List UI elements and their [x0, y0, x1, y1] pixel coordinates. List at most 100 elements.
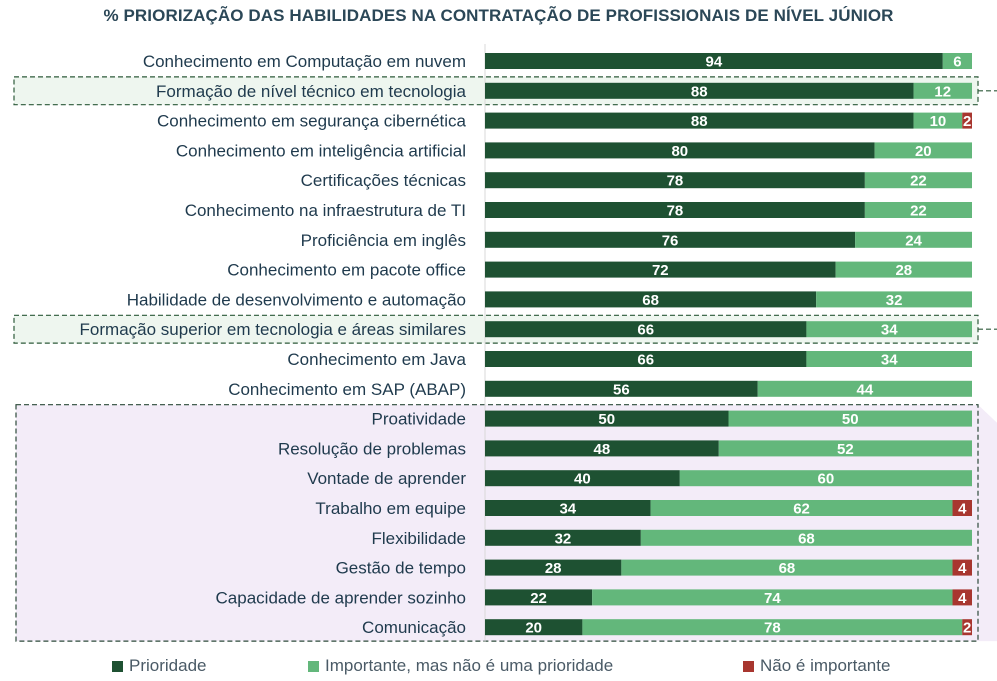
bar-segment: [485, 82, 914, 99]
data-label: 20: [915, 143, 932, 160]
legend-label-not-important: Não é importante: [760, 656, 891, 675]
category-label: Comunicação: [362, 618, 466, 637]
bar-segment: [962, 619, 972, 636]
bar-segment: [650, 500, 953, 516]
bar-segment: [728, 410, 972, 427]
category-label: Certificações técnicas: [301, 171, 466, 190]
bar-segment: [952, 589, 972, 606]
data-label: 2: [963, 113, 971, 130]
bar-segment: [485, 351, 807, 367]
data-label: 88: [691, 113, 708, 130]
bar-segment: [913, 112, 963, 129]
bar-segment: [952, 559, 972, 576]
legend-item-priority: Prioridade: [112, 656, 207, 676]
bar-segment: [485, 619, 583, 636]
data-label: 6: [953, 54, 961, 71]
category-label: Gestão de tempo: [336, 559, 466, 578]
category-label: Capacidade de aprender sozinho: [216, 588, 466, 607]
bar-segment: [952, 500, 972, 516]
legend-item-not-important: Não é importante: [743, 656, 890, 676]
category-label: Conhecimento em pacote office: [227, 261, 466, 280]
chart-plot: Conhecimento em Computação em nuvem 94 6 Fo…: [13, 44, 997, 642]
bar-segment: [485, 589, 593, 606]
data-label: 94: [706, 54, 723, 71]
data-label: 10: [930, 113, 947, 130]
bar-segment: [679, 470, 972, 487]
data-label: 4: [958, 560, 967, 577]
data-label: 32: [555, 530, 572, 547]
bar-segment: [806, 351, 972, 367]
data-label: 68: [798, 530, 815, 547]
legend-item-important: Importante, mas não é uma prioridade: [308, 656, 613, 676]
legend-swatch-priority: [112, 660, 123, 672]
category-label: Proficiência em inglês: [301, 231, 466, 250]
data-label: 28: [545, 560, 562, 577]
bar-segment: [864, 202, 972, 218]
bar-segment: [485, 500, 651, 516]
bar-segment: [485, 470, 680, 487]
bar-segment: [485, 440, 719, 457]
legend-swatch-not-important: [743, 660, 754, 672]
data-label: 68: [779, 560, 796, 577]
bar-segment: [485, 231, 856, 248]
data-label: 28: [895, 262, 912, 279]
bar-segment: [913, 82, 972, 99]
data-label: 72: [652, 262, 669, 279]
bar-segment: [485, 261, 836, 278]
data-label: 60: [818, 471, 835, 488]
bar-segment: [485, 410, 729, 427]
category-label: Formação superior em tecnologia e áreas …: [80, 320, 466, 339]
legend-label-priority: Prioridade: [129, 656, 207, 675]
highlight-group-2: [16, 404, 997, 642]
data-label: 78: [764, 620, 781, 637]
bar-segment: [942, 53, 972, 69]
legend-label-important: Importante, mas não é uma prioridade: [325, 656, 614, 675]
legend-swatch-important: [308, 660, 319, 672]
bar-segment: [855, 231, 972, 248]
data-label: 66: [637, 322, 654, 339]
data-label: 2: [963, 620, 971, 637]
data-label: 40: [574, 471, 591, 488]
data-label: 24: [905, 232, 922, 249]
data-label: 22: [530, 590, 547, 607]
chart-title: % PRIORIZAÇÃO DAS HABILIDADES NA CONTRAT…: [103, 6, 894, 25]
data-label: 68: [642, 292, 659, 309]
bar-segment: [835, 261, 972, 278]
bar-segment: [485, 321, 807, 338]
data-label: 62: [793, 501, 810, 518]
category-label: Proatividade: [371, 410, 466, 429]
data-label: 34: [881, 322, 898, 339]
category-label: Vontade de aprender: [307, 469, 466, 488]
bar-segment: [962, 112, 972, 129]
data-label: 34: [881, 352, 898, 369]
category-label: Trabalho em equipe: [315, 499, 466, 518]
data-label: 12: [934, 83, 951, 100]
data-label: 78: [667, 203, 684, 220]
bar-segment: [485, 529, 641, 546]
bar-segment: [485, 142, 875, 159]
bar-segment: [485, 112, 914, 129]
data-label: 48: [594, 441, 611, 458]
data-label: 4: [958, 590, 967, 607]
data-label: 20: [525, 620, 542, 637]
category-label: Resolução de problemas: [278, 439, 466, 458]
data-label: 56: [613, 381, 630, 398]
category-label: Formação de nível técnico em tecnologia: [156, 82, 466, 101]
data-label: 44: [857, 381, 874, 398]
data-label: 66: [637, 352, 654, 369]
category-label: Conhecimento em SAP (ABAP): [228, 380, 466, 399]
bar-segment: [718, 440, 972, 457]
data-label: 78: [667, 173, 684, 190]
category-label: Conhecimento em inteligência artificial: [176, 141, 466, 160]
bar-segment: [757, 380, 972, 397]
category-label: Habilidade de desenvolvimento e automaçã…: [127, 290, 466, 309]
data-label: 4: [958, 501, 967, 518]
data-label: 80: [671, 143, 688, 160]
data-label: 50: [598, 411, 615, 428]
bar-segment: [864, 172, 972, 189]
bar-segment: [485, 202, 865, 218]
bar-segment: [806, 321, 972, 338]
bar-segment: [485, 53, 943, 69]
category-label: Conhecimento em segurança cibernética: [157, 112, 467, 131]
bar-segment: [485, 172, 865, 189]
